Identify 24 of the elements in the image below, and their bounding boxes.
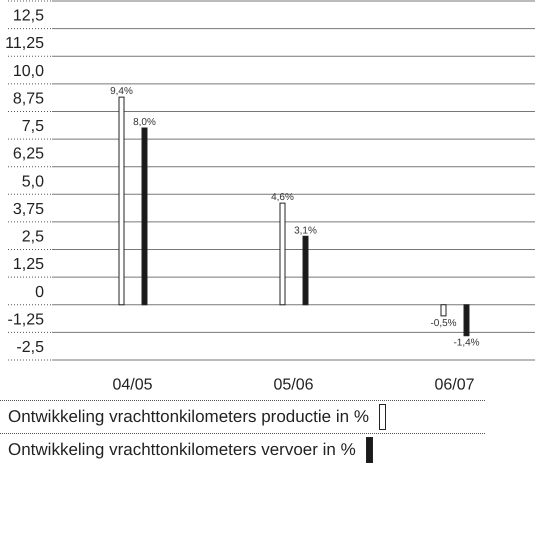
data-label: -1,4% [453,338,480,349]
legend-label: Ontwikkeling vrachttonkilometers productie in % [8,407,369,427]
y-tick-label: 6,25 [12,146,44,163]
y-tick-label: -2,5 [16,339,44,356]
data-label: 3,1% [294,225,318,236]
y-tick-label: 12,5 [12,8,44,25]
x-tick-label: 05/06 [273,376,314,394]
y-tick-label: 2,5 [22,228,44,246]
data-label: 9,4% [110,86,134,98]
y-tick-label: 0 [35,284,44,301]
data-label: -0,5% [430,318,457,329]
x-tick-label: 04/05 [112,376,153,394]
y-tick-label: -1,25 [8,311,44,328]
y-tick-label: 10,0 [12,62,44,80]
y-tick-label: 8,75 [12,90,44,108]
x-tick-label: 06/07 [434,376,475,394]
y-tick-label: 1,25 [12,256,44,274]
data-label: 8,0% [133,117,156,128]
legend-label: Ontwikkeling vrachttonkilometers vervoer in % [8,440,356,460]
y-tick-label: 7,5 [22,118,44,136]
data-label: 4,6% [271,192,294,204]
y-tick-label: 3,75 [12,200,44,218]
y-tick-label: 5,0 [22,173,44,190]
y-tick-label: 11,25 [5,35,44,52]
